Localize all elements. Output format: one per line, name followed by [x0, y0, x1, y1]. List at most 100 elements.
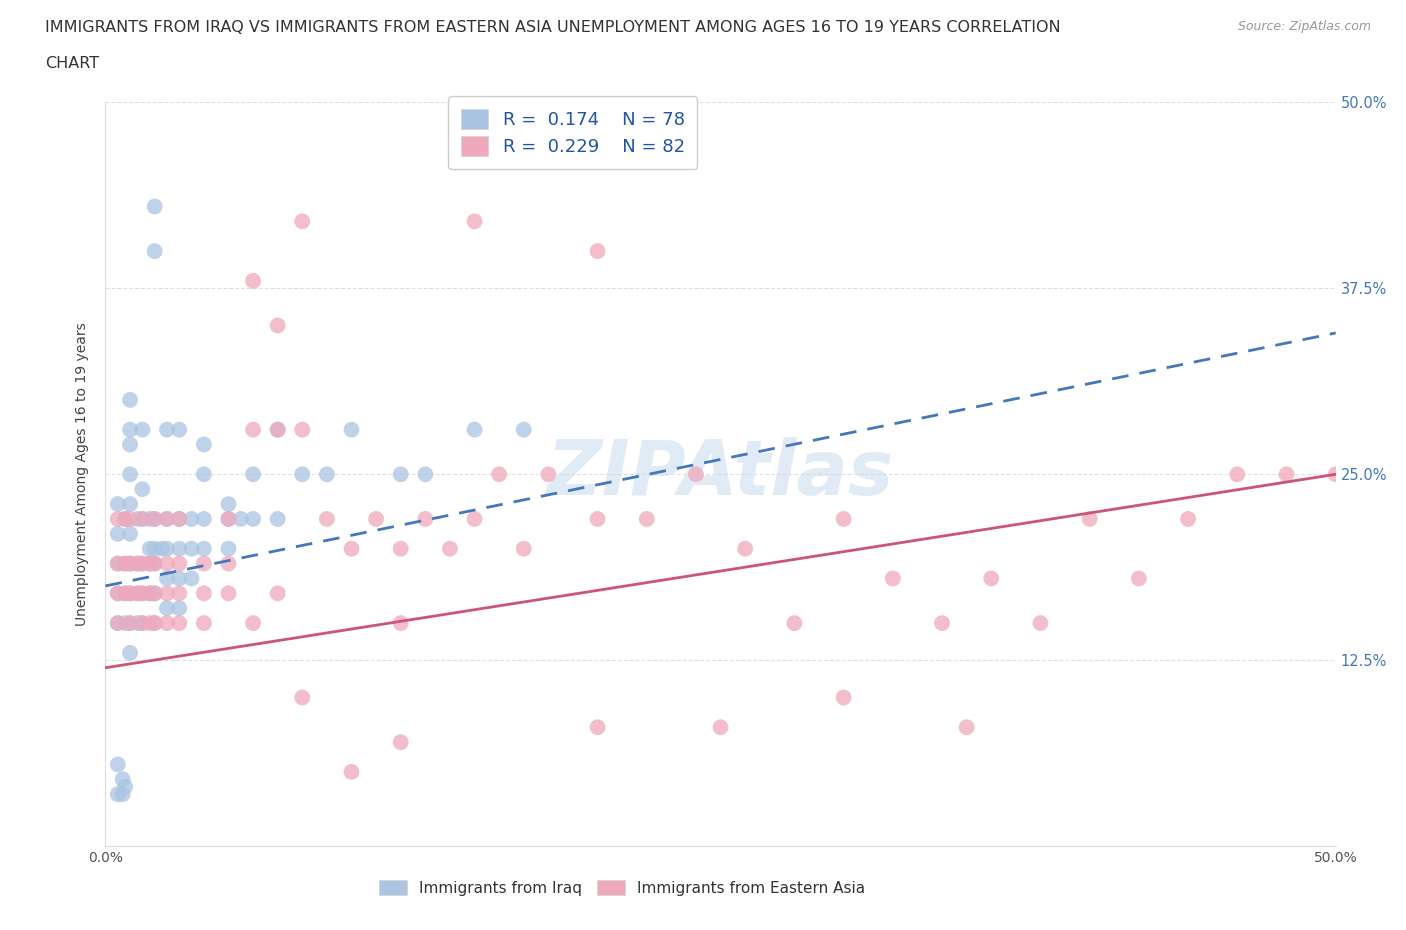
Point — [107, 616, 129, 631]
Point — [193, 586, 215, 601]
Point — [389, 541, 412, 556]
Point — [143, 586, 166, 601]
Point — [636, 512, 658, 526]
Point — [143, 244, 166, 259]
Point — [114, 556, 136, 571]
Point — [143, 586, 166, 601]
Point — [107, 757, 129, 772]
Point — [156, 512, 179, 526]
Point — [340, 764, 363, 779]
Point — [107, 586, 129, 601]
Point — [150, 541, 173, 556]
Point — [389, 735, 412, 750]
Point — [291, 690, 314, 705]
Point — [169, 512, 191, 526]
Point — [291, 467, 314, 482]
Point — [138, 586, 162, 601]
Point — [120, 497, 141, 512]
Point — [156, 541, 179, 556]
Point — [107, 556, 129, 571]
Point — [138, 586, 162, 601]
Point — [169, 422, 191, 437]
Point — [415, 467, 437, 482]
Point — [169, 616, 191, 631]
Point — [127, 586, 149, 601]
Point — [138, 556, 162, 571]
Point — [131, 586, 153, 601]
Point — [120, 556, 141, 571]
Point — [439, 541, 461, 556]
Point — [169, 512, 191, 526]
Point — [156, 556, 179, 571]
Point — [107, 556, 129, 571]
Point — [464, 214, 486, 229]
Point — [1275, 467, 1298, 482]
Text: ZIPAtlas: ZIPAtlas — [547, 437, 894, 512]
Point — [120, 512, 141, 526]
Point — [488, 467, 510, 482]
Point — [1324, 467, 1347, 482]
Point — [267, 422, 290, 437]
Point — [586, 244, 609, 259]
Point — [107, 497, 129, 512]
Point — [169, 571, 191, 586]
Point — [120, 556, 141, 571]
Point — [114, 512, 136, 526]
Point — [415, 512, 437, 526]
Point — [107, 526, 129, 541]
Point — [169, 556, 191, 571]
Point — [931, 616, 953, 631]
Point — [120, 586, 141, 601]
Point — [267, 586, 290, 601]
Point — [107, 616, 129, 631]
Point — [586, 720, 609, 735]
Point — [193, 512, 215, 526]
Point — [734, 541, 756, 556]
Point — [138, 616, 162, 631]
Point — [114, 616, 136, 631]
Point — [131, 556, 153, 571]
Point — [586, 512, 609, 526]
Point — [389, 616, 412, 631]
Point — [156, 422, 179, 437]
Point — [120, 437, 141, 452]
Point — [218, 541, 240, 556]
Point — [156, 586, 179, 601]
Point — [242, 512, 264, 526]
Point — [193, 467, 215, 482]
Point — [1226, 467, 1249, 482]
Point — [291, 214, 314, 229]
Point — [193, 541, 215, 556]
Point — [169, 601, 191, 616]
Point — [242, 422, 264, 437]
Text: CHART: CHART — [45, 56, 98, 71]
Point — [1128, 571, 1150, 586]
Point — [218, 556, 240, 571]
Point — [1029, 616, 1052, 631]
Point — [218, 512, 240, 526]
Point — [340, 422, 363, 437]
Point — [537, 467, 560, 482]
Point — [156, 616, 179, 631]
Point — [389, 467, 412, 482]
Point — [143, 512, 166, 526]
Point — [143, 556, 166, 571]
Point — [120, 616, 141, 631]
Point — [193, 556, 215, 571]
Point — [131, 422, 153, 437]
Point — [156, 571, 179, 586]
Point — [315, 512, 337, 526]
Point — [180, 571, 202, 586]
Point — [169, 541, 191, 556]
Point — [242, 467, 264, 482]
Point — [107, 512, 129, 526]
Point — [127, 556, 149, 571]
Point — [131, 482, 153, 497]
Point — [143, 556, 166, 571]
Point — [143, 512, 166, 526]
Point — [114, 512, 136, 526]
Point — [107, 586, 129, 601]
Point — [127, 616, 149, 631]
Point — [131, 556, 153, 571]
Point — [111, 787, 134, 802]
